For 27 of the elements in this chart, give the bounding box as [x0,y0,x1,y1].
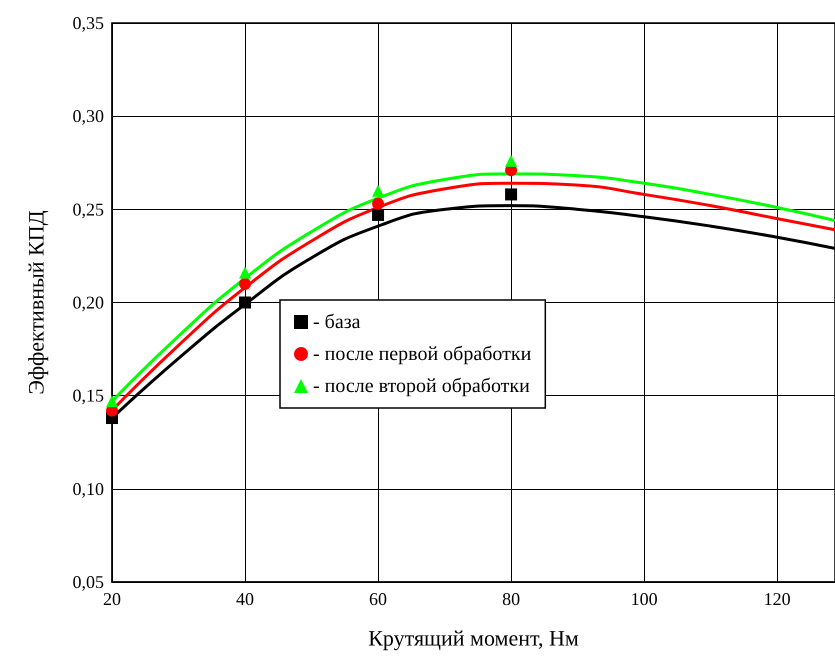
y-axis-title: Эффективный КПД [24,210,48,395]
point [505,154,518,167]
x-axis-title: Крутящий момент, Нм [368,626,579,650]
x-tick-label: 20 [103,589,121,609]
y-tick-label: 0,35 [72,13,104,33]
point [372,184,384,197]
legend-label: - после второй обработки [313,375,530,397]
point [239,266,252,279]
x-tick-label: 40 [236,589,254,609]
point [239,296,252,308]
point [239,278,252,290]
point [106,395,118,408]
legend-label: - после первой обработки [313,343,532,365]
y-tick-label: 0,30 [72,106,104,126]
y-tick-label: 0,10 [72,478,104,499]
y-tick-label: 0,25 [72,199,104,220]
point [372,208,384,221]
x-tick-label: 100 [630,589,658,609]
point [505,188,518,200]
y-tick-label: 0,20 [72,292,104,312]
y-tick-label: 0,05 [72,572,104,592]
x-tick-label: 120 [764,589,791,609]
legend-label: - база [313,311,361,333]
x-tick-label: 80 [502,589,520,609]
x-tick-label: 60 [369,589,388,609]
y-tick-label: 0,15 [72,386,104,406]
point [372,198,384,210]
